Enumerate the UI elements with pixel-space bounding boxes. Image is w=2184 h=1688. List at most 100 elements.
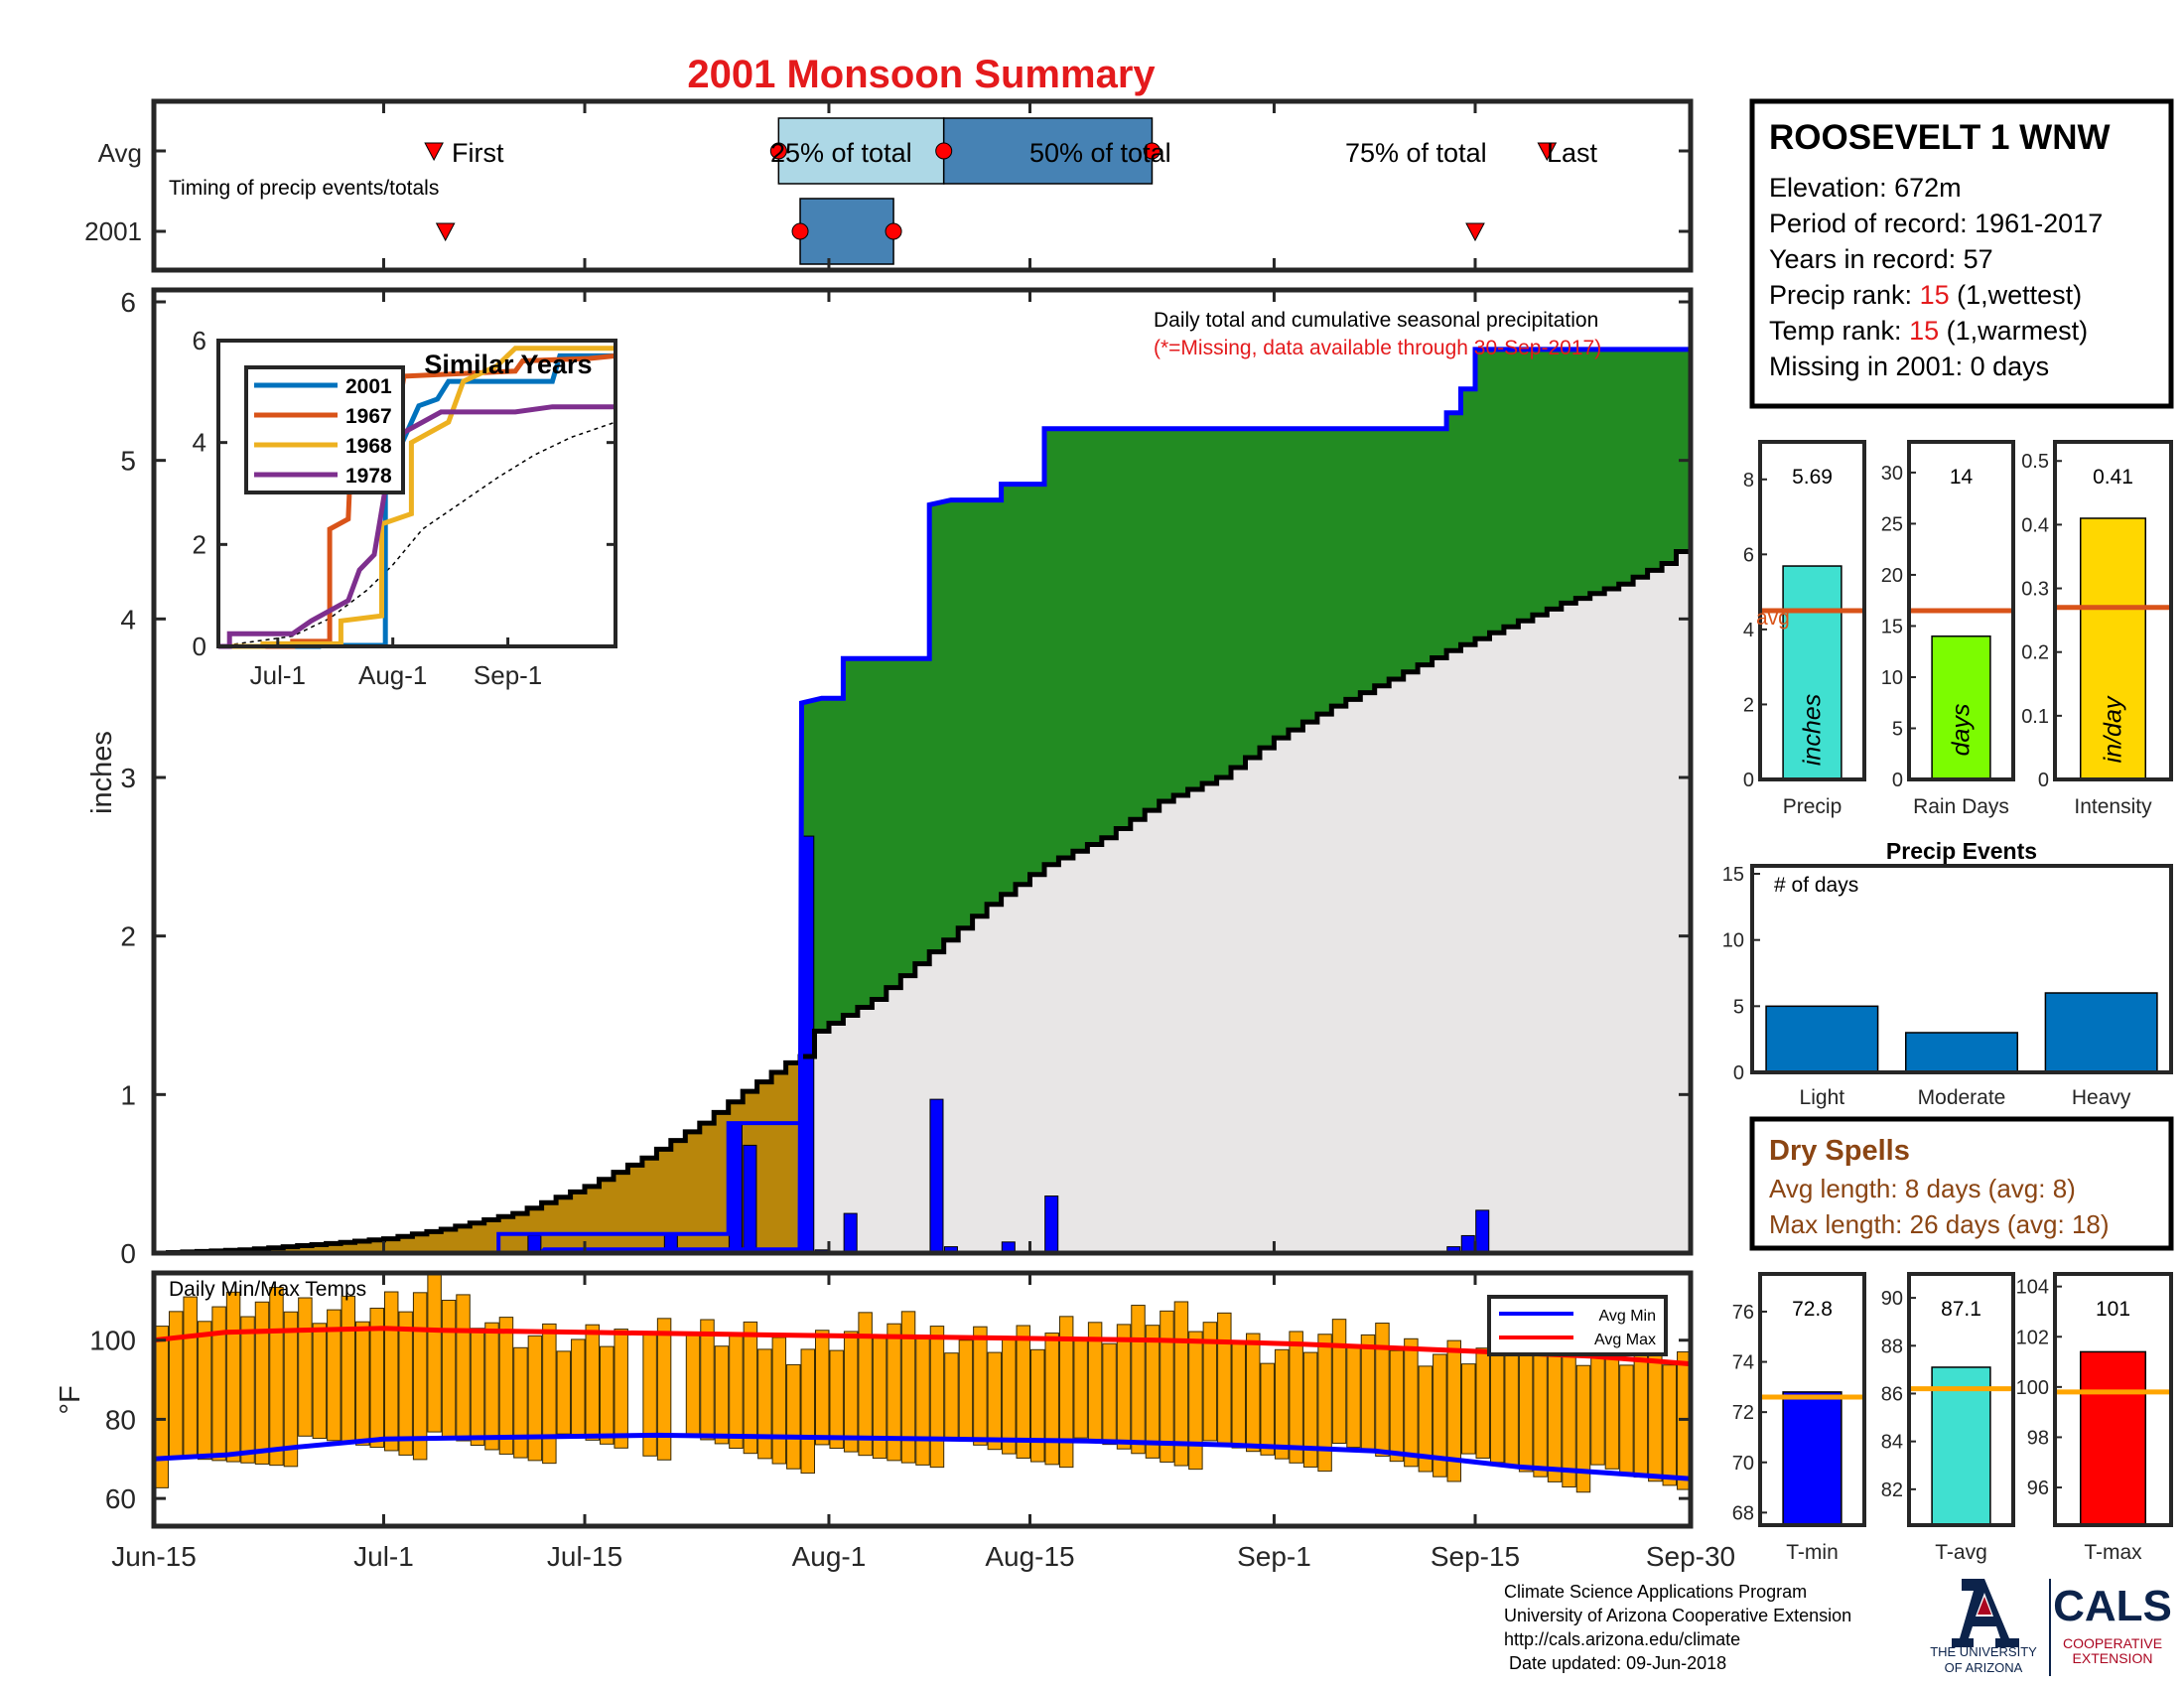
footer-line3: http://cals.arizona.edu/climate (1504, 1629, 1740, 1649)
stat-y-label: 25 (1881, 513, 1903, 535)
date-axis: Jun-15 Jul-1 Jul-15 Aug-1 Aug-15 Sep-1 Sep-15 S… (111, 101, 1735, 1572)
inset-legend-label: 1967 (345, 405, 392, 428)
daily-precip-bar (843, 1212, 858, 1254)
daily-temp-bar (714, 1345, 730, 1445)
daily-temp-bar (470, 1328, 485, 1446)
stat-unit-label: inches (1799, 694, 1827, 766)
daily-temp-bar (1231, 1341, 1247, 1449)
daily-temp-bar (542, 1323, 557, 1465)
daily-temp-bar (929, 1326, 945, 1469)
daily-temp-bar (1619, 1364, 1634, 1474)
precip-events-frame (1750, 864, 2173, 1074)
stat-frame-1 (1907, 1272, 2015, 1527)
avg-cumulative-area (154, 539, 1691, 1253)
stat-y-label: 0.1 (2021, 706, 2049, 728)
stat-y-label: 6 (1743, 544, 1754, 566)
station-period: Period of record: 1961-2017 (1769, 209, 2103, 238)
timing-2001-box (799, 198, 894, 265)
footer-line1: Climate Science Applications Program (1504, 1582, 1807, 1602)
timing-first-label: First (452, 138, 504, 168)
dry-spells-avg: Avg length: 8 days (avg: 8) (1769, 1174, 2076, 1203)
station-precip-rank: Precip rank: 15 (1,wettest) (1769, 280, 2082, 310)
station-name: ROOSEVELT 1 WNW (1769, 118, 2111, 157)
inset-x-label: Aug-1 (358, 660, 427, 690)
stat-axis-label: T-max (2084, 1541, 2142, 1564)
daily-temp-bar (269, 1287, 284, 1467)
inset-ticks: 0 2 4 6 Jul-1 Aug-1 Sep-1 (193, 326, 615, 690)
y-tick-label: 1 (120, 1079, 136, 1110)
deficit-area (154, 1056, 800, 1253)
daily-temp-bar (729, 1333, 744, 1450)
daily-temp-bar (1102, 1342, 1117, 1446)
daily-temp-bar (1246, 1333, 1261, 1453)
temp-marks (153, 1272, 1692, 1493)
daily-temp-bar (383, 1291, 399, 1452)
stat-value-label: 72.8 (1792, 1298, 1833, 1321)
precip-event-bar-heavy (2044, 992, 2158, 1073)
timing-row-avg: Avg (98, 138, 142, 168)
precip-heading: Daily total and cumulative seasonal prec… (1154, 309, 1598, 332)
daily-temp-bar (944, 1352, 959, 1439)
daily-temp-bar (556, 1350, 572, 1435)
daily-temp-bar (915, 1337, 930, 1466)
daily-temp-bar (1590, 1351, 1605, 1466)
daily-precip-bar (527, 1234, 542, 1254)
station-info: ROOSEVELT 1 WNW Elevation: 672m Period o… (1749, 98, 2174, 409)
x-tick-label: Sep-30 (1646, 1541, 1735, 1572)
daily-temp-bar (1030, 1348, 1045, 1463)
footer-line2: University of Arizona Cooperative Extens… (1504, 1606, 1851, 1625)
legend-avg-min: Avg Min (1598, 1308, 1656, 1325)
daily-temp-bar (1289, 1331, 1303, 1464)
daily-temp-bar (398, 1311, 413, 1456)
daily-temp-bar (283, 1311, 299, 1468)
cals-logo: CALS COOPERATIVE EXTENSION (2053, 1582, 2172, 1666)
x-tick-label: Jul-1 (353, 1541, 414, 1572)
stat-y-label: 15 (1881, 616, 1903, 637)
daily-temp-bar (1446, 1339, 1462, 1482)
daily-temp-bar (183, 1296, 198, 1459)
daily-temp-bar (1662, 1364, 1678, 1486)
stat-y-label: 84 (1881, 1432, 1903, 1454)
dry-spells-box: Dry Spells Avg length: 8 days (avg: 8) M… (1749, 1116, 2174, 1251)
precip-events-marks: Light Moderate Heavy 0 5 10 15 (1722, 864, 2158, 1109)
stat-y-label: 102 (2016, 1327, 2049, 1348)
stat-frame-2 (2053, 1272, 2173, 1527)
daily-temp-bar (1202, 1322, 1218, 1442)
inset-x-label: Jul-1 (250, 660, 306, 690)
timing-avg-p75-marker (1143, 142, 1160, 160)
daily-temp-bar (814, 1330, 830, 1446)
cals-ext: EXTENSION (2073, 1650, 2153, 1666)
inset-legend: 2001 1967 1968 1978 (244, 365, 405, 494)
stat-bar-0 (1782, 1391, 1843, 1526)
stat-y-label: 0.2 (2021, 642, 2049, 664)
stat-y-label: 20 (1881, 565, 1903, 587)
daily-temp-bar (1058, 1316, 1074, 1469)
precip-y-ticks: 0 1 2 3 4 5 6 (120, 287, 1691, 1269)
temp-caption: Daily Min/Max Temps (169, 1278, 366, 1301)
daily-temp-bar (1302, 1351, 1318, 1468)
daily-temp-bar (355, 1321, 370, 1446)
x-tick-label: Sep-1 (1237, 1541, 1311, 1572)
timing-avg-p25-marker (769, 142, 787, 160)
figure-title: 2001 Monsoon Summary (687, 53, 1156, 96)
daily-temp-bar (614, 1329, 628, 1449)
stat-unit-label: in/day (2100, 695, 2127, 763)
inset-y-label: 4 (193, 428, 206, 458)
stat-y-label: 0 (1892, 770, 1903, 791)
daily-temp-bar (168, 1311, 184, 1458)
inset-x-label: Sep-1 (474, 660, 542, 690)
temp-y-label: 100 (89, 1326, 136, 1356)
precip-event-bar-moderate (1904, 1032, 2019, 1073)
inset-y-label: 2 (193, 529, 206, 559)
stat-value-label: 87.1 (1941, 1298, 1981, 1321)
university-logo: THE UNIVERSITY OF ARIZONA (1930, 1579, 2037, 1675)
daily-temp-bar (1562, 1338, 1576, 1488)
stat-y-label: 10 (1881, 667, 1903, 689)
stat-y-label: 5 (1892, 718, 1903, 740)
daily-temp-bar (887, 1323, 901, 1462)
inset-y-label: 6 (193, 326, 206, 355)
stat-y-label: 0.5 (2021, 451, 2049, 473)
daily-temp-bar (1389, 1349, 1405, 1463)
x-tick-label: Jul-15 (547, 1541, 622, 1572)
daily-temp-bar (858, 1312, 873, 1457)
